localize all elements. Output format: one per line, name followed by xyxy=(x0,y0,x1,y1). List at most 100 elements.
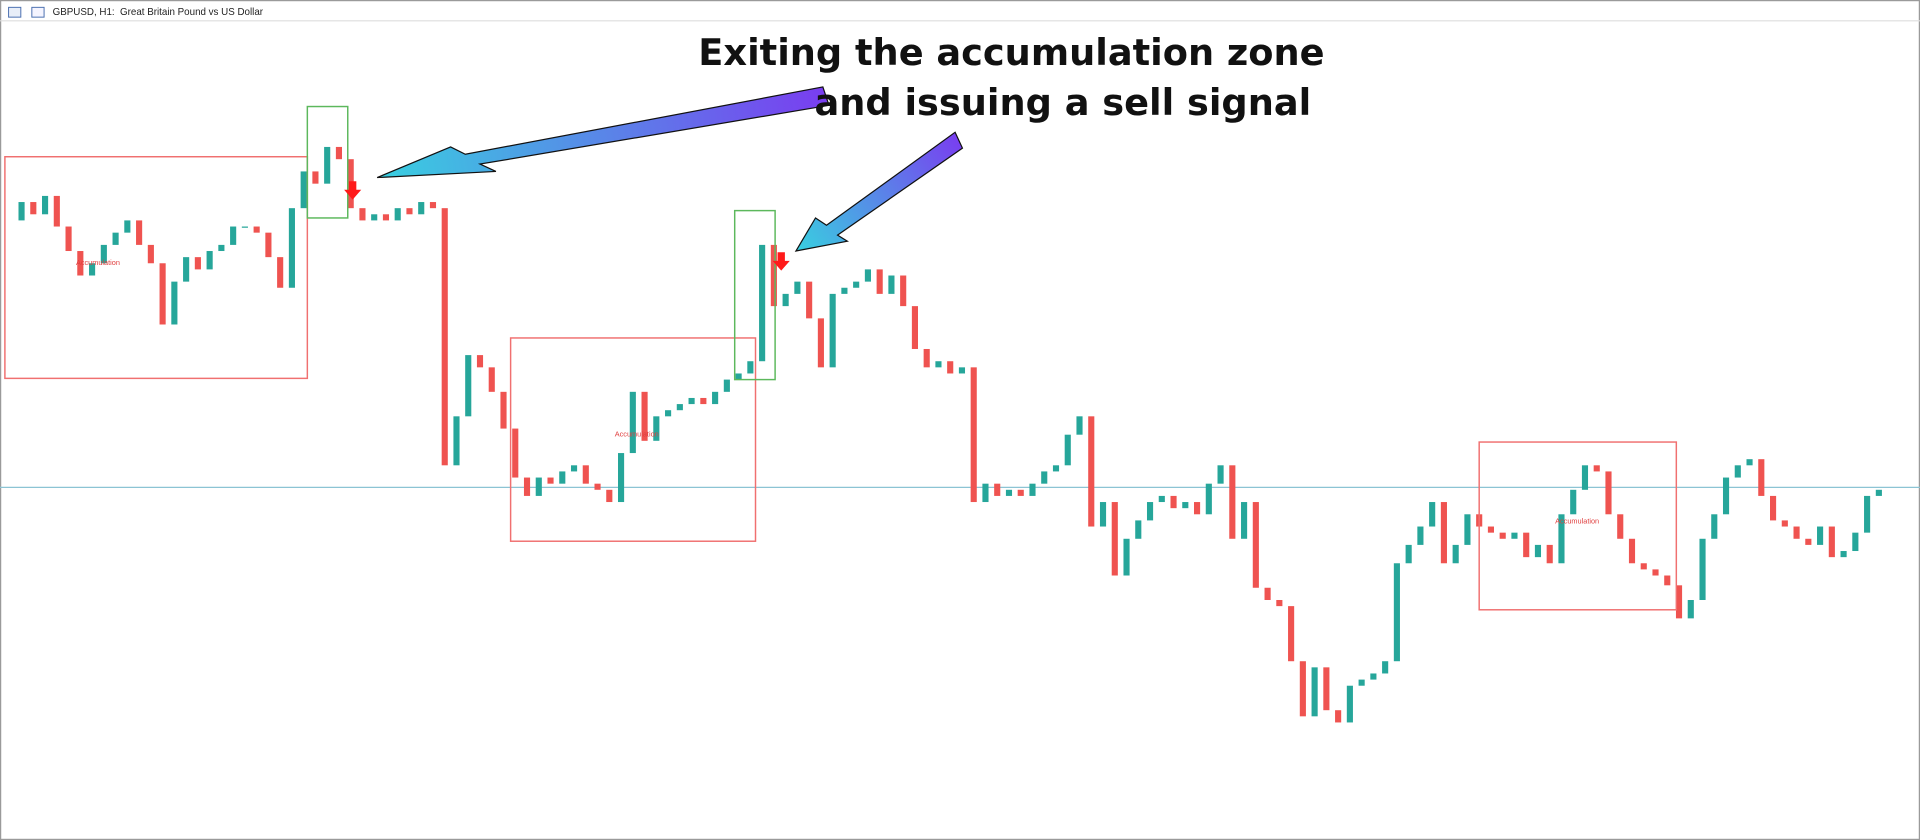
candle xyxy=(900,275,907,307)
candle xyxy=(1511,532,1518,539)
candle xyxy=(53,195,60,227)
accumulation-zone xyxy=(4,156,309,380)
candle xyxy=(1123,538,1130,576)
zone-label: Accumulation xyxy=(76,258,120,267)
candle xyxy=(547,477,554,484)
candle xyxy=(1346,685,1353,723)
candle xyxy=(570,465,578,472)
candle xyxy=(1581,465,1589,490)
candle xyxy=(1687,600,1694,619)
candle xyxy=(1558,514,1565,564)
candle xyxy=(30,202,37,215)
candle xyxy=(1170,495,1177,509)
candle xyxy=(1699,538,1706,600)
candle xyxy=(418,202,425,215)
candle xyxy=(1722,477,1730,515)
candle xyxy=(1335,710,1342,723)
candle xyxy=(1534,544,1542,558)
zone-label: Accumulation xyxy=(615,430,659,439)
candle xyxy=(982,483,989,503)
candle xyxy=(1252,502,1259,588)
accumulation-zone xyxy=(1478,441,1678,611)
candle xyxy=(277,257,284,288)
candle xyxy=(1099,502,1107,527)
candle xyxy=(1323,667,1330,711)
icon[interactable] xyxy=(8,6,22,18)
candle xyxy=(65,226,72,252)
candle xyxy=(265,232,272,258)
candle xyxy=(1029,483,1036,496)
candle xyxy=(688,397,695,405)
candle xyxy=(1311,667,1318,717)
candle xyxy=(1593,465,1600,472)
candle xyxy=(1652,569,1659,576)
candle xyxy=(1840,551,1847,558)
candle xyxy=(77,251,84,276)
candle xyxy=(1440,502,1447,564)
candle xyxy=(1158,495,1165,503)
candle xyxy=(1617,514,1624,539)
icon[interactable] xyxy=(31,6,45,18)
candle xyxy=(1675,585,1683,619)
candle xyxy=(1393,563,1400,662)
candle xyxy=(582,465,589,484)
candle xyxy=(770,244,777,307)
candle xyxy=(523,477,531,496)
candle xyxy=(876,269,883,294)
sell-arrow xyxy=(772,252,790,271)
candle xyxy=(453,416,460,466)
candle xyxy=(1299,661,1306,717)
candle xyxy=(1464,514,1471,545)
chart-title: GBPUSD, H1: Great Britain Pound vs US Do… xyxy=(53,7,264,18)
candle xyxy=(1276,600,1283,607)
candle xyxy=(230,226,237,245)
callout-arrow xyxy=(794,131,964,252)
candle xyxy=(1205,483,1212,515)
candle xyxy=(183,257,190,282)
candle xyxy=(1805,538,1812,545)
candle xyxy=(512,428,519,478)
candle xyxy=(911,306,918,349)
candle xyxy=(1758,459,1765,496)
candle xyxy=(441,208,448,466)
exit-zone xyxy=(306,105,349,219)
candle xyxy=(18,202,25,221)
candle xyxy=(712,391,719,405)
candle xyxy=(1241,502,1248,539)
candle xyxy=(1875,489,1882,496)
candle xyxy=(147,244,154,264)
candle xyxy=(89,263,96,276)
candle xyxy=(253,226,260,233)
candle xyxy=(1570,489,1577,515)
candle xyxy=(359,208,366,221)
candle xyxy=(923,348,930,368)
candle xyxy=(1734,465,1741,478)
candle xyxy=(1217,465,1224,484)
candle xyxy=(700,397,707,405)
candle xyxy=(394,208,401,221)
candle xyxy=(300,171,307,209)
callout-arrow xyxy=(376,86,830,179)
candle xyxy=(1864,495,1871,533)
candle xyxy=(476,355,484,368)
candle xyxy=(112,232,119,245)
candle xyxy=(1076,416,1083,435)
candle xyxy=(629,391,636,454)
candle xyxy=(1429,502,1436,527)
candle xyxy=(500,391,507,429)
candle xyxy=(171,281,178,325)
candle xyxy=(1487,526,1494,533)
candle xyxy=(324,146,331,184)
candle xyxy=(806,281,813,319)
candle xyxy=(465,355,472,417)
candle xyxy=(241,226,248,228)
candle xyxy=(1135,520,1142,539)
candle xyxy=(371,214,378,221)
candle xyxy=(618,453,625,503)
exit-zone xyxy=(733,209,776,381)
candle xyxy=(1064,434,1071,466)
candle xyxy=(1382,661,1389,674)
